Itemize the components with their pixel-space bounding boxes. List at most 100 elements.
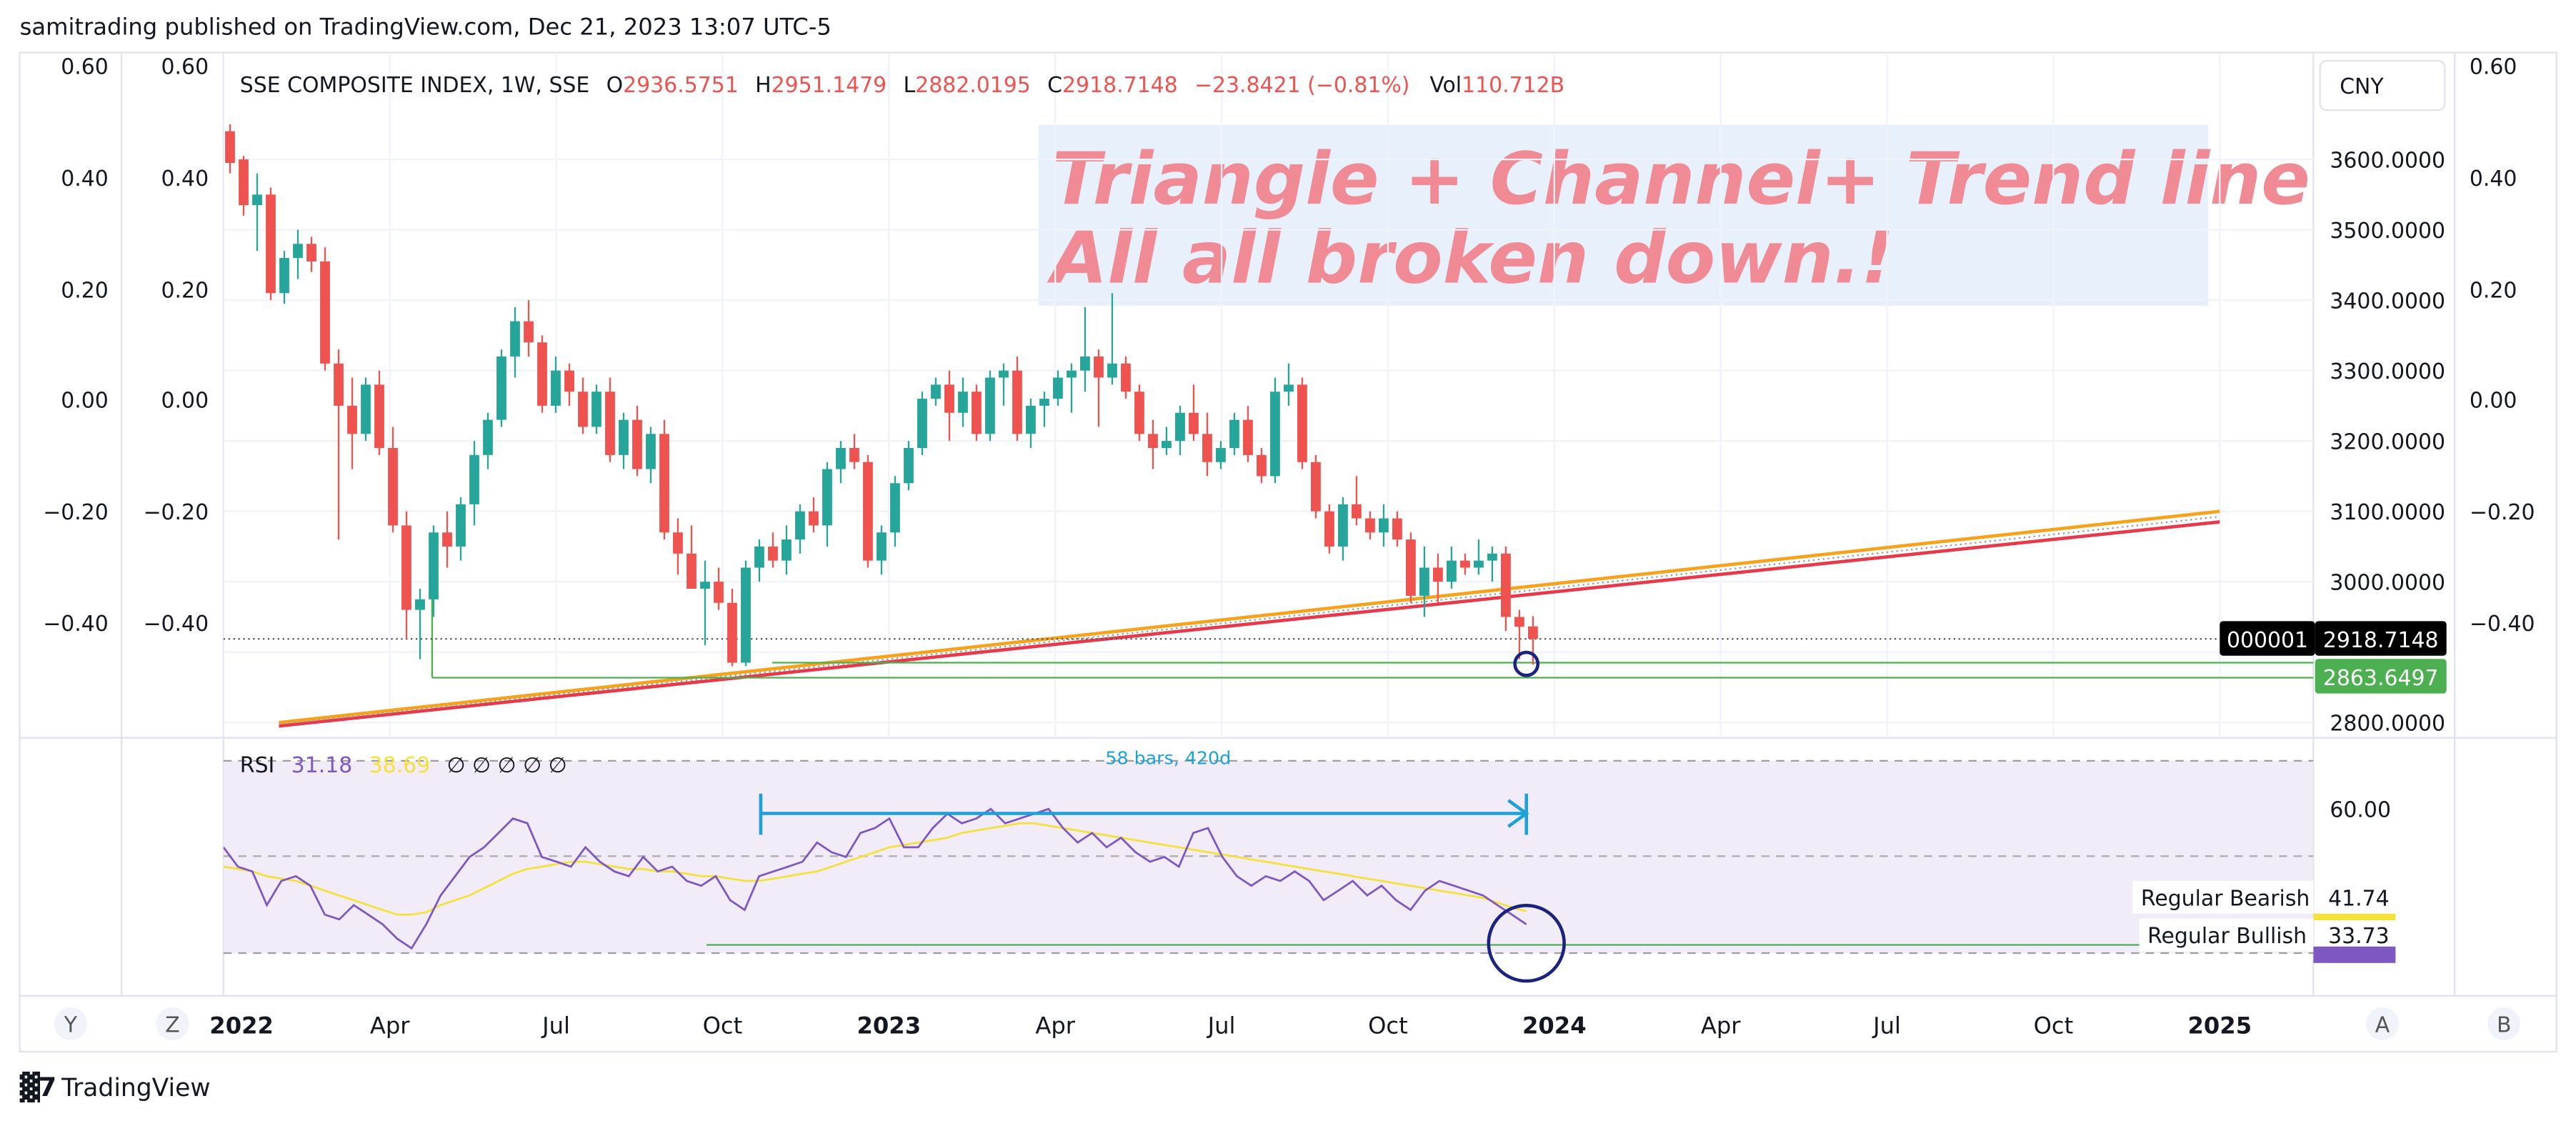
candle-body[interactable]	[564, 370, 574, 392]
candle-body[interactable]	[1012, 370, 1022, 434]
candle-body[interactable]	[863, 462, 873, 561]
candle-body[interactable]	[1528, 626, 1538, 639]
candle-body[interactable]	[1039, 399, 1049, 406]
candle-body[interactable]	[917, 399, 927, 449]
candle-body[interactable]	[646, 434, 656, 469]
candle-body[interactable]	[1189, 412, 1199, 434]
candle-body[interactable]	[456, 504, 466, 547]
rsi-pane[interactable]: 58 bars, 420d	[223, 748, 2314, 983]
candle-body[interactable]	[1243, 419, 1253, 455]
candle-body[interactable]	[1229, 419, 1239, 449]
candle-body[interactable]	[225, 131, 235, 164]
candle-body[interactable]	[524, 321, 534, 343]
candle-body[interactable]	[306, 244, 316, 261]
candle-body[interactable]	[619, 419, 629, 455]
candle-body[interactable]	[1392, 518, 1402, 540]
candle-body[interactable]	[1324, 511, 1334, 547]
candle-body[interactable]	[1474, 560, 1484, 568]
candle-body[interactable]	[551, 370, 561, 406]
candle-body[interactable]	[510, 321, 520, 357]
candle-body[interactable]	[578, 392, 588, 427]
candle-body[interactable]	[849, 448, 859, 462]
candle-body[interactable]	[754, 546, 764, 568]
candle-body[interactable]	[1311, 462, 1321, 512]
rsi-highlight-circle[interactable]	[1487, 903, 1566, 983]
candle-body[interactable]	[415, 599, 425, 610]
candle-body[interactable]	[279, 258, 289, 294]
candle-body[interactable]	[374, 384, 384, 449]
candle-body[interactable]	[904, 448, 914, 484]
candle-body[interactable]	[944, 384, 954, 413]
candle-body[interactable]	[1365, 518, 1375, 533]
orange-trend-line[interactable]	[279, 509, 2220, 724]
annotation-box[interactable]	[1038, 124, 2209, 306]
candle-body[interactable]	[1433, 567, 1443, 582]
price-pane[interactable]	[223, 54, 2314, 737]
candle-body[interactable]	[1094, 356, 1104, 378]
candle-body[interactable]	[401, 525, 411, 610]
candle-body[interactable]	[1053, 377, 1063, 399]
candle-body[interactable]	[1121, 363, 1131, 392]
candle-body[interactable]	[659, 434, 669, 533]
candle-body[interactable]	[1406, 539, 1416, 596]
candle-body[interactable]	[1514, 617, 1524, 627]
red-trend-line[interactable]	[279, 520, 2220, 728]
candle-body[interactable]	[1352, 504, 1362, 519]
candle-body[interactable]	[1202, 434, 1212, 462]
candle-body[interactable]	[347, 405, 357, 434]
candle-body[interactable]	[496, 356, 506, 420]
candle-body[interactable]	[795, 511, 805, 540]
candle-body[interactable]	[768, 546, 778, 561]
currency-button[interactable]	[2319, 59, 2446, 111]
candle-body[interactable]	[1148, 434, 1158, 449]
low-marker-circle[interactable]	[1513, 650, 1540, 677]
z-axis-button[interactable]: Z	[156, 1007, 189, 1040]
candle-body[interactable]	[782, 539, 792, 561]
candle-body[interactable]	[1107, 363, 1117, 378]
candle-body[interactable]	[714, 582, 724, 603]
candle-body[interactable]	[822, 469, 832, 526]
candle-body[interactable]	[293, 244, 303, 259]
candle-body[interactable]	[1175, 412, 1185, 442]
candle-body[interactable]	[1460, 560, 1470, 568]
candle-body[interactable]	[1447, 560, 1457, 582]
candle-body[interactable]	[388, 448, 398, 526]
candle-body[interactable]	[687, 553, 697, 589]
candle-body[interactable]	[252, 194, 262, 206]
candle-body[interactable]	[334, 363, 344, 406]
candle-body[interactable]	[1270, 392, 1280, 477]
candle-body[interactable]	[429, 532, 439, 599]
candle-body[interactable]	[469, 454, 479, 504]
candle-body[interactable]	[972, 392, 982, 434]
candle-body[interactable]	[1379, 518, 1389, 533]
candle-body[interactable]	[266, 194, 276, 294]
candle-body[interactable]	[809, 511, 819, 526]
candle-body[interactable]	[239, 159, 249, 206]
candle-body[interactable]	[741, 567, 751, 663]
candle-body[interactable]	[1338, 504, 1348, 547]
candle-body[interactable]	[483, 419, 493, 455]
candle-body[interactable]	[985, 377, 995, 434]
candle-body[interactable]	[1297, 384, 1307, 462]
candle-body[interactable]	[537, 342, 547, 406]
candle-body[interactable]	[1487, 553, 1497, 561]
candle-body[interactable]	[1501, 553, 1511, 617]
candle-body[interactable]	[1134, 392, 1144, 434]
candle-body[interactable]	[931, 384, 941, 399]
candle-body[interactable]	[1162, 441, 1172, 449]
candle-body[interactable]	[605, 392, 615, 455]
candle-body[interactable]	[1257, 454, 1267, 477]
candle-body[interactable]	[700, 582, 710, 589]
candle-body[interactable]	[877, 532, 887, 561]
candle-body[interactable]	[1026, 405, 1036, 434]
auto-scale-button[interactable]: A	[2366, 1007, 2399, 1040]
candle-body[interactable]	[320, 261, 330, 364]
candle-body[interactable]	[958, 392, 968, 413]
candle-body[interactable]	[442, 532, 452, 547]
candle-body[interactable]	[591, 392, 601, 427]
candle-body[interactable]	[1216, 448, 1226, 462]
candle-body[interactable]	[673, 532, 683, 554]
candle-body[interactable]	[727, 602, 737, 663]
candle-body[interactable]	[1067, 370, 1077, 378]
